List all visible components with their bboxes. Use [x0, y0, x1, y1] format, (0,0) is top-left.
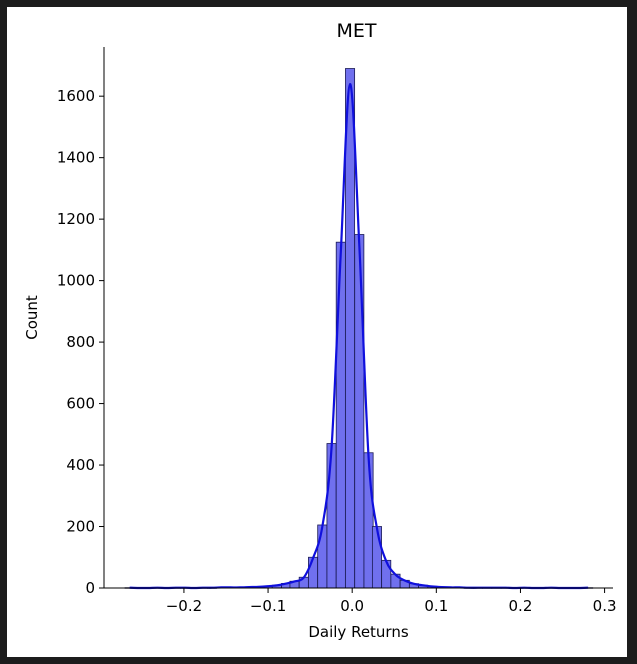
histogram-chart: 0 200 400 600 800 1000 1200 1400 1600 −0.2 −0.1 0.0… [23, 20, 617, 641]
y-tick-label: 200 [66, 518, 95, 536]
histogram-bar-27 [371, 526, 382, 589]
histogram-bar-28 [381, 559, 392, 589]
watermark: DeepHub IMBA [497, 627, 619, 642]
x-tick-label: −0.2 [166, 597, 202, 615]
chart-panel: 0 200 400 600 800 1000 1200 1400 1600 −0.2 −0.1 0.0… [7, 7, 627, 657]
x-tick-label: 0.0 [340, 597, 364, 615]
x-tick-label: 0.1 [424, 597, 448, 615]
x-tick-label: −0.1 [250, 597, 286, 615]
y-tick-label: 1400 [57, 149, 95, 167]
y-tick-label: 1000 [57, 272, 95, 290]
histogram-bar-23 [335, 241, 346, 589]
y-tick-label: 600 [66, 395, 95, 413]
histogram-bar-21 [317, 524, 328, 589]
y-tick-label: 0 [85, 579, 95, 597]
histogram-bar-24 [345, 68, 356, 589]
x-tick-label: 0.2 [509, 597, 533, 615]
histogram-bar-20 [308, 556, 319, 589]
x-axis-label: Daily Returns [308, 623, 408, 641]
histogram-bar-22 [326, 443, 337, 589]
y-tick-label: 800 [66, 333, 95, 351]
y-tick-label: 1200 [57, 210, 95, 228]
y-tick-label: 400 [66, 456, 95, 474]
x-tick-label: 0.3 [593, 597, 617, 615]
y-tick-label: 1600 [57, 87, 95, 105]
wechat-icon [497, 627, 516, 642]
histogram-bar-25 [354, 234, 365, 589]
histogram-bar-26 [363, 452, 374, 589]
chart-title: MET [336, 20, 376, 42]
y-axis-label: Count [23, 295, 41, 340]
watermark-text: DeepHub IMBA [521, 627, 619, 642]
